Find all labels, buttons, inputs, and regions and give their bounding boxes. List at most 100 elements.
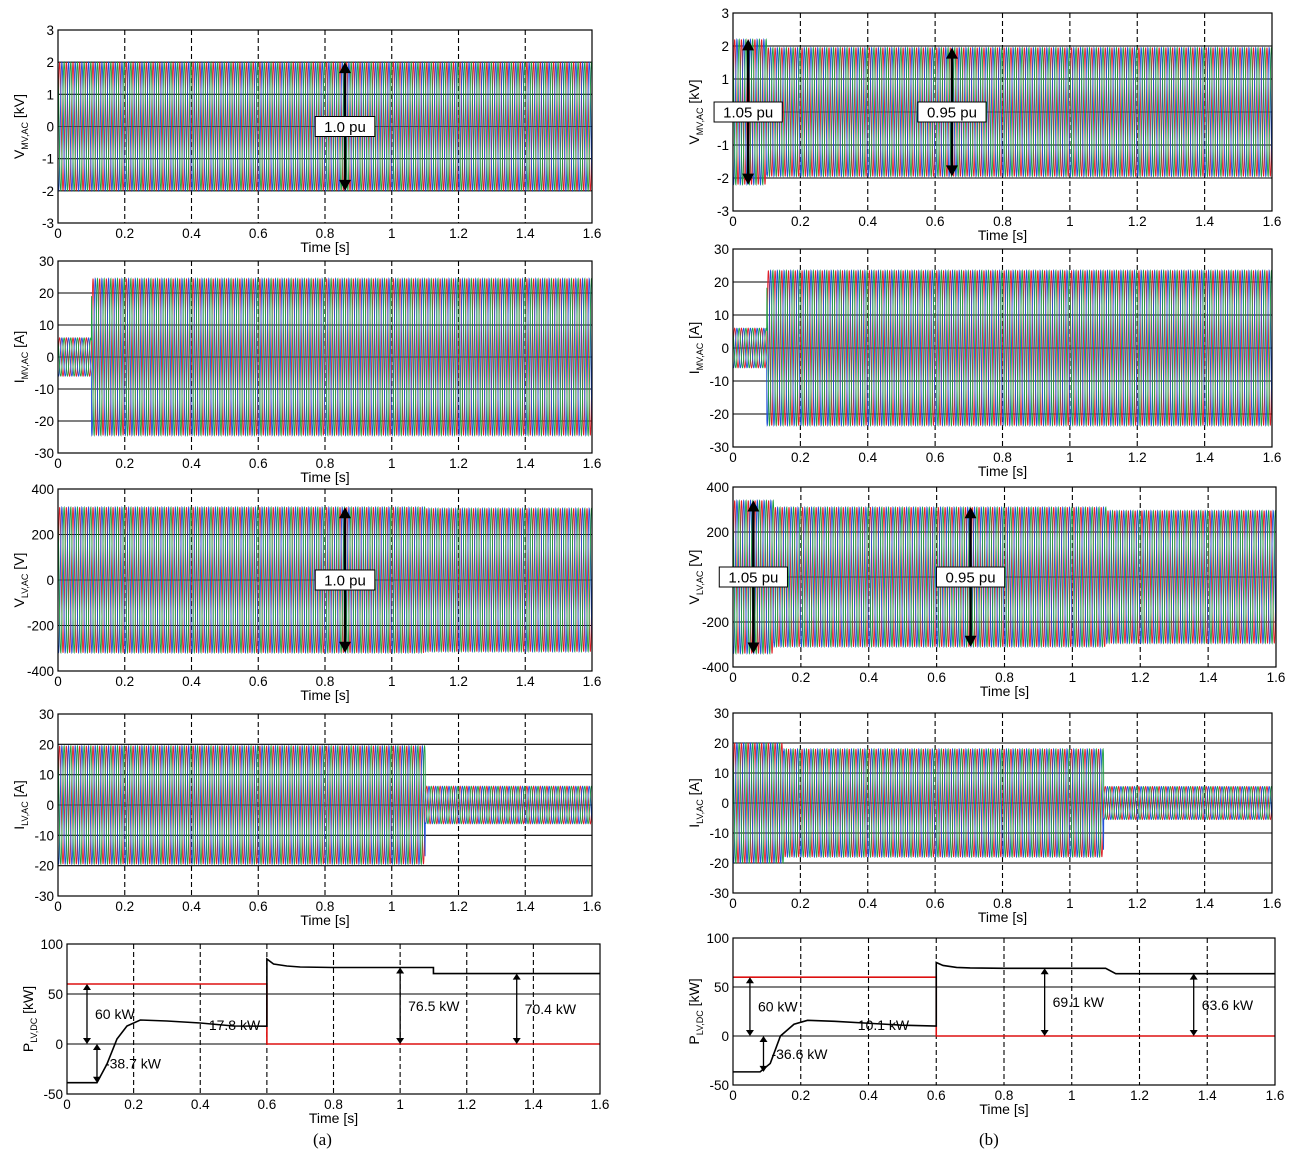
y-tick-label: -20 xyxy=(34,414,54,429)
x-tick-label: 1 xyxy=(388,456,396,471)
x-tick-label: 0.6 xyxy=(249,226,268,241)
annotation-box xyxy=(935,566,1006,588)
x-axis-label: Time [s] xyxy=(978,463,1027,479)
y-tick-label: -200 xyxy=(27,619,54,634)
y-tick-label: 50 xyxy=(48,987,63,1002)
arrow-head xyxy=(339,62,352,74)
y-axis-label: PLV,DC [kW] xyxy=(20,986,39,1052)
x-tick-label: 0.8 xyxy=(993,214,1012,229)
x-tick-label: 1 xyxy=(1068,1088,1076,1103)
chart-a-ilv: 0 0.2 0.4 0.6 0.8 1 1.2 1.4 1.6 -30 -20 -10 0 10 20 30 T… xyxy=(11,707,601,928)
annotation-label: 69.1 kW xyxy=(1053,994,1105,1010)
series-phase_c xyxy=(733,38,1272,186)
x-tick-label: 1.2 xyxy=(449,899,468,914)
x-tick-label: 0 xyxy=(54,456,62,471)
x-tick-label: 1.4 xyxy=(1195,214,1214,229)
x-tick-label: 1 xyxy=(1066,896,1074,911)
x-tick-label: 0.4 xyxy=(182,226,201,241)
y-tick-label: -30 xyxy=(34,446,54,461)
y-tick-label: 400 xyxy=(706,480,729,495)
x-tick-label: 1 xyxy=(1066,214,1074,229)
arrow-head xyxy=(759,1036,768,1042)
annotation-label: 1.0 pu xyxy=(324,119,366,136)
y-tick-label: 200 xyxy=(31,528,54,543)
x-tick-label: 0 xyxy=(54,899,62,914)
series-phase_c xyxy=(58,277,592,437)
x-tick-label: 1.2 xyxy=(1128,450,1147,465)
x-tick-label: 0.2 xyxy=(791,896,810,911)
y-axis-label: ILV,AC [A] xyxy=(11,780,30,829)
y-tick-label: -10 xyxy=(34,382,54,397)
caption-b: (b) xyxy=(979,1130,999,1149)
annotation-0: 60 kW xyxy=(745,977,798,1036)
x-tick-label: 1.6 xyxy=(1267,670,1286,685)
y-axis-label: IMV,AC [A] xyxy=(11,331,30,384)
y-tick-label: -50 xyxy=(43,1087,63,1102)
annotation-box xyxy=(314,116,376,137)
x-axis-label: Time [s] xyxy=(300,239,349,255)
x-tick-label: 0.4 xyxy=(858,450,877,465)
arrow-head xyxy=(512,973,521,980)
arrow-head xyxy=(1189,1030,1198,1036)
annotation-label: 1.05 pu xyxy=(723,105,773,122)
annotation-box xyxy=(917,101,987,123)
arrow-head xyxy=(747,500,760,512)
y-tick-label: -10 xyxy=(709,826,729,841)
arrow-head xyxy=(339,507,352,519)
series-phase_b xyxy=(58,505,592,655)
x-axis-label: Time [s] xyxy=(309,1110,358,1126)
x-tick-label: 0.2 xyxy=(791,1088,810,1103)
y-tick-label: -400 xyxy=(702,660,729,675)
annotation-0: 1.05 pu xyxy=(713,39,783,185)
x-axis-label: Time [s] xyxy=(300,687,349,703)
arrow-head xyxy=(1040,1030,1049,1036)
y-tick-label: -10 xyxy=(709,374,729,389)
x-tick-label: 0.8 xyxy=(316,899,335,914)
series-line-1 xyxy=(733,961,1275,1073)
x-tick-label: 1.4 xyxy=(1198,1088,1217,1103)
y-tick-label: 10 xyxy=(714,308,729,323)
y-tick-label: -30 xyxy=(709,886,729,901)
y-tick-label: 2 xyxy=(46,55,54,70)
x-tick-label: 1 xyxy=(396,1097,404,1112)
x-tick-label: 0.8 xyxy=(316,226,335,241)
x-tick-label: 0 xyxy=(729,450,737,465)
arrow-head xyxy=(745,1030,754,1036)
x-tick-label: 0.8 xyxy=(995,670,1014,685)
chart-a-vmv: 0 0.2 0.4 0.6 0.8 1 1.2 1.4 1.6 -3 -2 -1 0 1 2 3 Time [s… xyxy=(11,23,601,255)
annotation-label: -38.7 kW xyxy=(105,1055,162,1071)
y-axis-label: VMV,AC [kV] xyxy=(686,79,705,144)
x-tick-label: 1 xyxy=(388,226,396,241)
x-tick-label: 1.2 xyxy=(1128,896,1147,911)
annotation-0: 60 kW xyxy=(82,984,135,1044)
annotation-3: 69.1 kW xyxy=(1040,968,1105,1036)
plot-area xyxy=(58,744,592,866)
plot-frame xyxy=(57,29,593,224)
arrow-head xyxy=(396,967,405,974)
x-tick-label: 0.6 xyxy=(927,1088,946,1103)
plot-area xyxy=(733,961,1275,1073)
annotation-box xyxy=(713,101,783,123)
series-phase_c xyxy=(733,499,1276,655)
x-tick-label: 0.8 xyxy=(316,456,335,471)
annotation-0: 1.05 pu xyxy=(718,500,788,654)
y-tick-label: 20 xyxy=(39,737,54,752)
series-phase_c xyxy=(58,744,592,866)
y-tick-label: 0 xyxy=(46,798,54,813)
arrow-head xyxy=(339,179,352,191)
x-tick-label: 1.4 xyxy=(1195,896,1214,911)
arrow-head xyxy=(512,1038,521,1044)
x-tick-label: 1.2 xyxy=(1128,214,1147,229)
plot-frame xyxy=(57,488,593,672)
x-tick-label: 0.2 xyxy=(115,226,134,241)
x-tick-label: 0.4 xyxy=(182,456,201,471)
x-axis-label: Time [s] xyxy=(979,1101,1028,1117)
x-tick-label: 1.2 xyxy=(1131,670,1150,685)
x-tick-label: 1 xyxy=(388,674,396,689)
x-axis-label: Time [s] xyxy=(978,909,1027,925)
y-tick-label: -20 xyxy=(709,407,729,422)
x-tick-label: 0.2 xyxy=(124,1097,143,1112)
annotation-label: 63.6 kW xyxy=(1202,997,1254,1013)
x-tick-label: 0.4 xyxy=(191,1097,210,1112)
